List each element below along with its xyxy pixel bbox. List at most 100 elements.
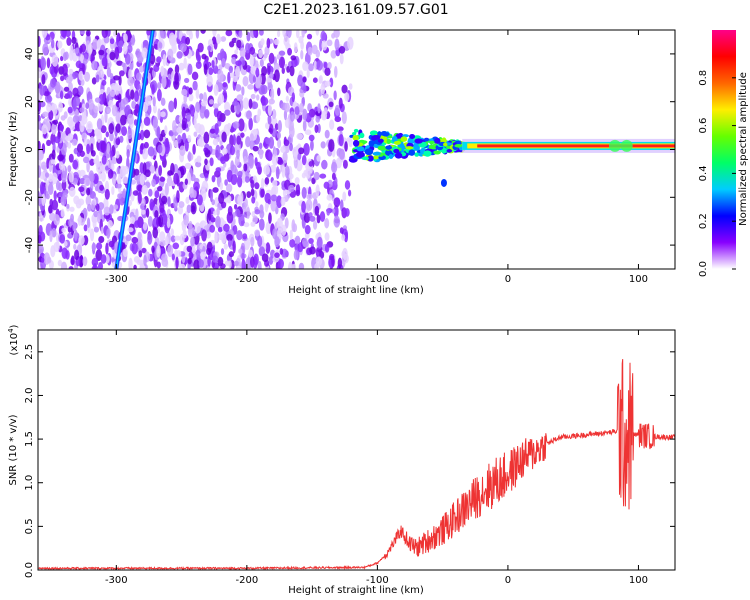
noise-blob <box>72 87 79 97</box>
noise-blob <box>105 131 110 138</box>
noise-blob <box>79 107 85 113</box>
noise-blob <box>93 263 97 269</box>
noise-blob <box>320 141 326 149</box>
noise-blob <box>51 227 57 238</box>
noise-blob <box>149 198 154 211</box>
noise-blob <box>58 161 64 170</box>
noise-blob <box>43 252 51 265</box>
noise-blob <box>77 198 85 206</box>
noise-blob <box>321 159 328 170</box>
noise-blob <box>108 123 115 135</box>
noise-blob <box>57 154 64 162</box>
noise-blob <box>224 179 228 186</box>
noise-blob <box>223 223 230 232</box>
noise-blob <box>58 101 63 113</box>
snr-series-line <box>38 359 675 570</box>
noise-blob <box>74 47 80 54</box>
noise-blob <box>141 47 148 59</box>
noise-blob <box>198 136 205 148</box>
noise-blob <box>152 104 157 114</box>
noise-blob <box>196 155 202 163</box>
noise-blob <box>277 120 282 133</box>
noise-blob <box>159 231 166 242</box>
noise-blob <box>95 74 100 83</box>
noise-blob <box>122 165 130 175</box>
signal-blob <box>372 155 380 160</box>
noise-blob <box>248 98 253 109</box>
noise-blob <box>100 254 107 264</box>
noise-blob <box>40 57 47 71</box>
noise-blob <box>277 159 284 165</box>
noise-blob <box>98 261 104 269</box>
noise-blob <box>261 97 269 106</box>
noise-blob <box>328 139 335 152</box>
noise-blob <box>179 263 186 269</box>
noise-blob <box>60 115 66 121</box>
noise-blob <box>96 118 103 130</box>
noise-blob <box>249 133 254 141</box>
noise-blob <box>276 54 281 60</box>
signal-blob <box>355 151 365 158</box>
signal-blob <box>408 149 416 156</box>
noise-blob <box>301 186 307 199</box>
noise-blob <box>269 123 274 135</box>
noise-blob <box>179 43 187 53</box>
noise-blob <box>45 34 51 41</box>
noise-blob <box>161 75 167 89</box>
noise-blob <box>157 186 163 192</box>
x-tick-label: -200 <box>236 575 259 586</box>
x-tick-label: 100 <box>629 575 648 586</box>
noise-blob <box>47 95 53 103</box>
noise-blob <box>126 149 130 159</box>
noise-blob <box>147 232 153 245</box>
signal-blob <box>352 139 360 147</box>
noise-blob <box>324 80 331 87</box>
signal-blob <box>454 143 463 148</box>
noise-blob <box>133 168 140 176</box>
noise-blob <box>50 159 56 165</box>
noise-blob <box>136 259 142 266</box>
noise-blob <box>334 104 341 116</box>
noise-blob <box>171 120 177 133</box>
noise-blob <box>267 114 272 125</box>
noise-blob <box>79 254 84 267</box>
signal-blob <box>388 154 394 160</box>
signal-blob <box>423 138 429 142</box>
signal-blob <box>414 138 423 144</box>
noise-blob <box>67 165 72 173</box>
noise-blob <box>98 235 105 244</box>
noise-blob <box>167 79 171 88</box>
noise-blob <box>152 96 156 107</box>
noise-blob <box>300 49 304 60</box>
noise-blob <box>236 39 242 49</box>
noise-blob <box>70 257 75 266</box>
noise-blob <box>52 119 59 125</box>
noise-blob <box>156 126 161 139</box>
noise-blob <box>159 239 166 247</box>
noise-blob <box>62 30 67 39</box>
noise-blob <box>100 226 105 234</box>
noise-blob <box>336 197 340 205</box>
noise-blob <box>89 173 95 183</box>
noise-blob <box>117 93 122 103</box>
noise-blob <box>158 165 163 177</box>
noise-blob <box>271 179 278 187</box>
noise-blob <box>316 214 321 224</box>
noise-blob <box>273 62 280 73</box>
noise-blob <box>173 172 180 185</box>
noise-blob <box>255 81 261 89</box>
noise-blob <box>254 229 261 237</box>
noise-blob <box>274 123 279 131</box>
noise-blob <box>324 243 330 253</box>
noise-blob <box>241 86 245 96</box>
noise-blob <box>346 137 352 143</box>
noise-blob <box>49 65 55 75</box>
signal-blob <box>352 131 357 136</box>
noise-blob <box>82 156 90 164</box>
noise-blob <box>70 213 74 223</box>
noise-blob <box>184 138 189 152</box>
noise-blob <box>83 224 88 232</box>
noise-blob <box>166 217 171 229</box>
colorbar-ticks: 0.0 0.2 0.4 0.6 0.8 <box>698 70 736 277</box>
signal-blob <box>369 130 378 136</box>
